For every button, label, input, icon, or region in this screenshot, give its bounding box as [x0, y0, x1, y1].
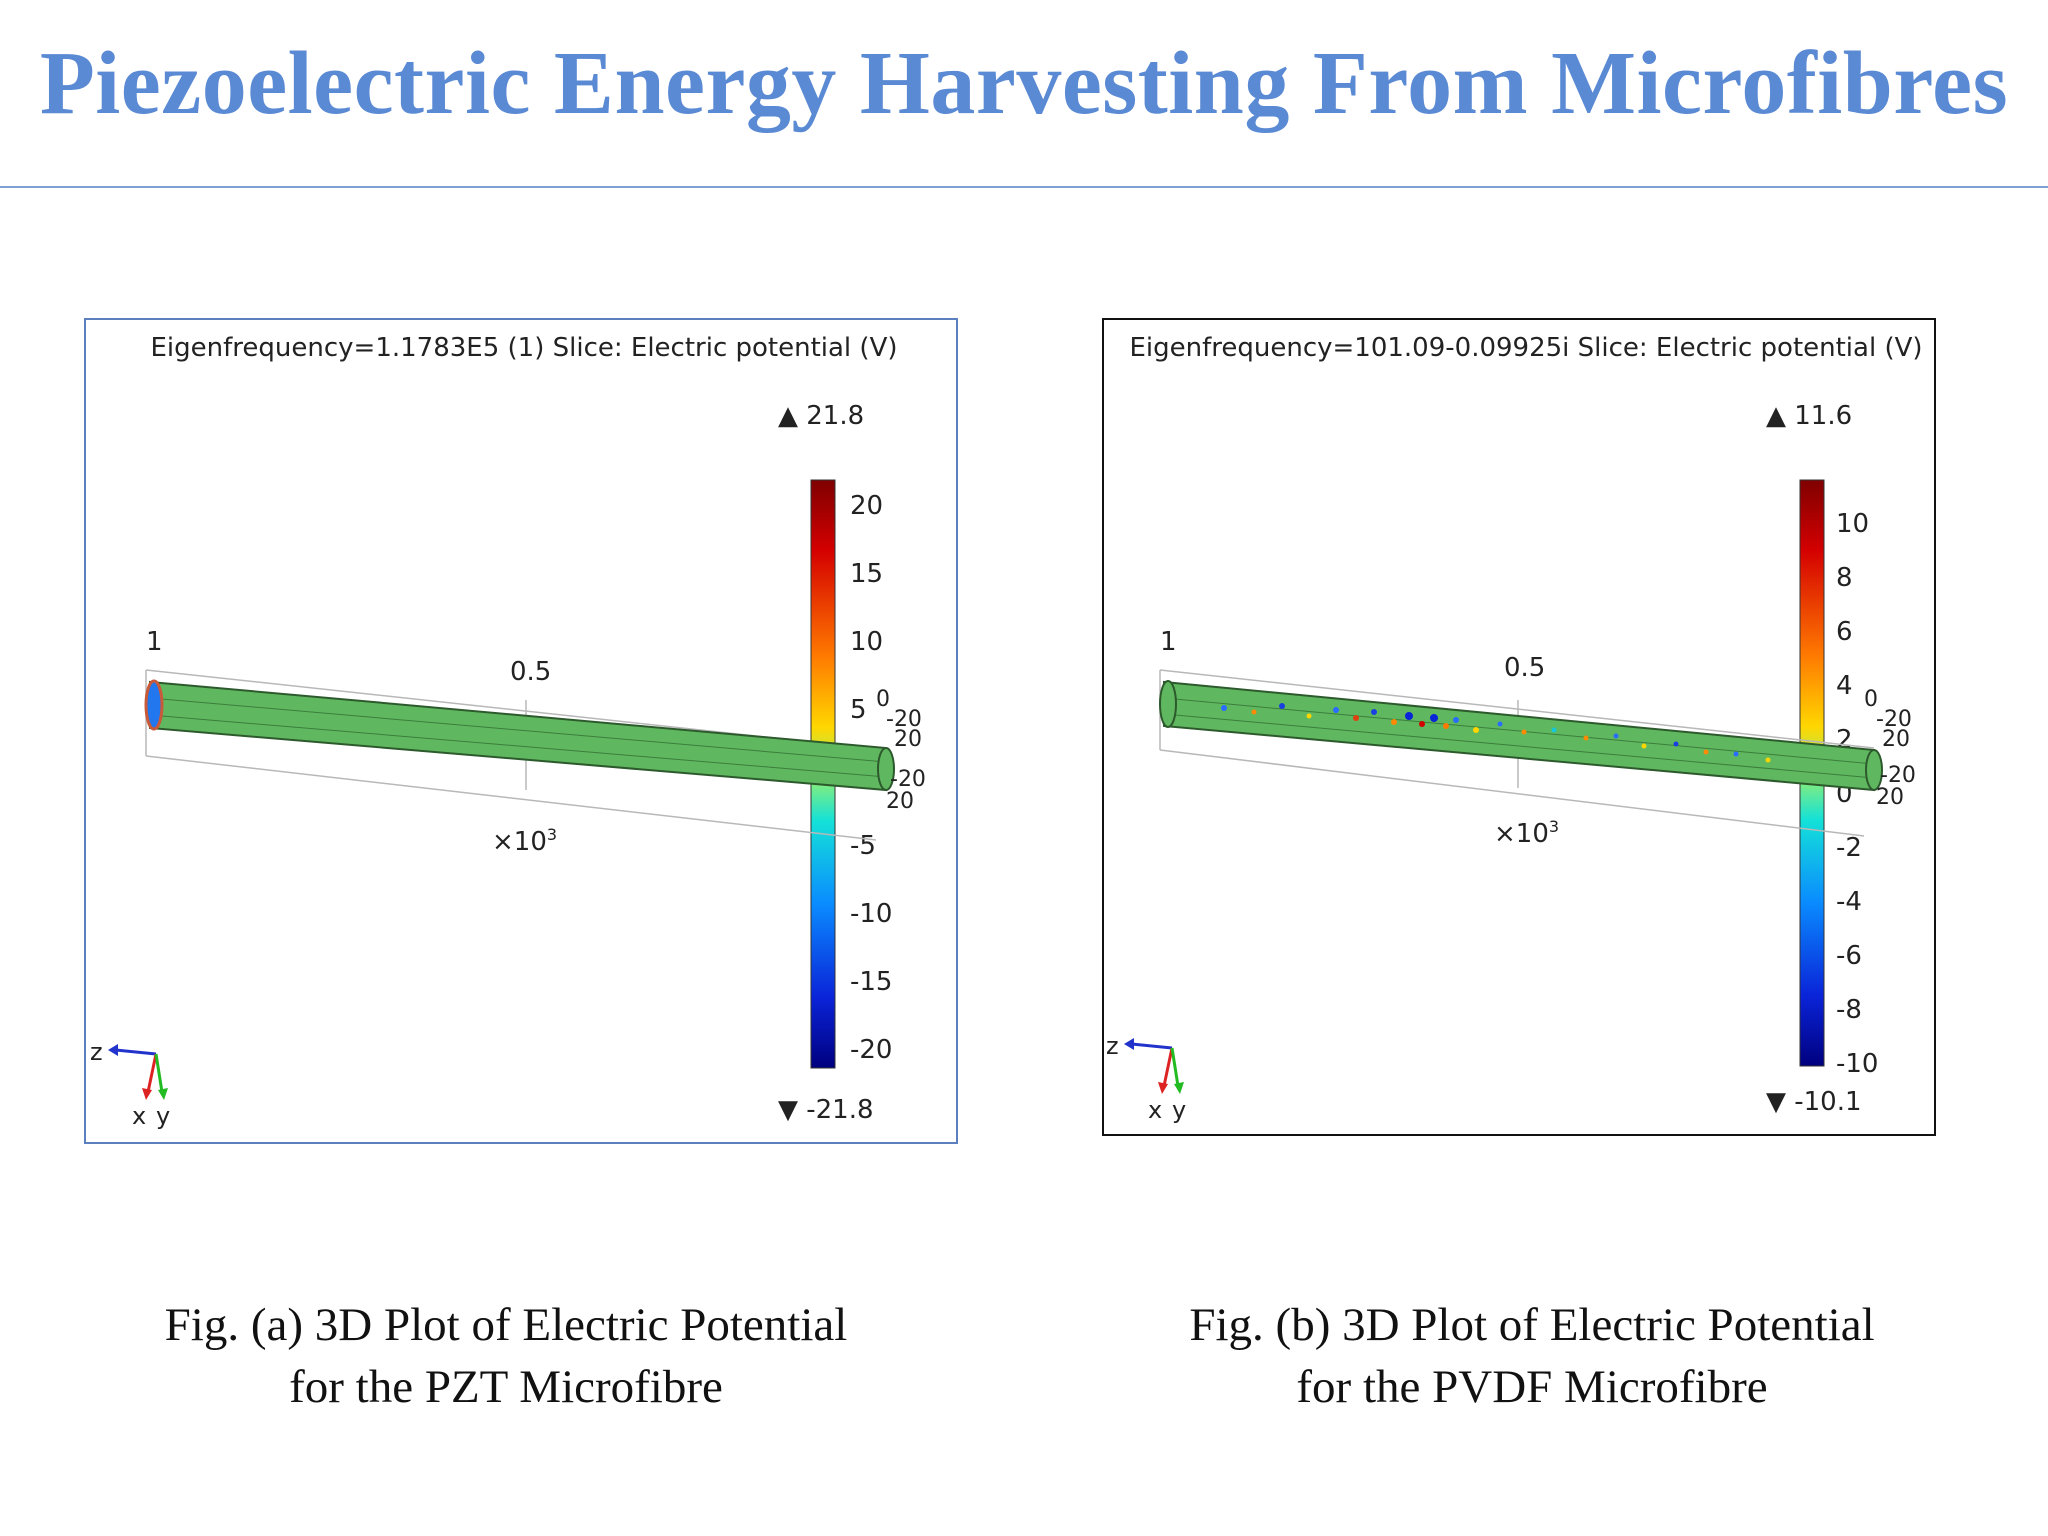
plot-a-tick: -15: [850, 967, 892, 997]
plot-b-tick: -8: [1836, 995, 1862, 1025]
plot-panel-b: Eigenfrequency=101.09-0.09925i Slice: El…: [1102, 318, 1936, 1136]
plot-b-tick: -6: [1836, 941, 1862, 971]
plot-b-axis-triad: z x y: [1106, 1032, 1186, 1124]
plot-a-max-label: ▲ 21.8: [778, 401, 864, 431]
plot-a-scale-label: ×103: [492, 825, 557, 857]
plot-a-tick: -10: [850, 899, 892, 929]
plot-b-scale-label: ×103: [1494, 817, 1559, 849]
plot-a-axis-half: 0.5: [510, 657, 551, 687]
plot-b-axis-one: 1: [1160, 627, 1177, 657]
plot-a-triad-z: z: [90, 1038, 103, 1066]
plot-b-scale-base: ×10: [1494, 819, 1549, 849]
plot-b-canvas: Eigenfrequency=101.09-0.09925i Slice: El…: [1106, 333, 1923, 1124]
plot-a-axis-one: 1: [146, 627, 163, 657]
plot-b-tick: -10: [1836, 1049, 1878, 1079]
plot-b-tick: -2: [1836, 833, 1862, 863]
plot-a-end-label: 0: [876, 687, 890, 712]
plot-b-tick: 10: [1836, 509, 1869, 539]
plot-b-end-label: -20: [1876, 707, 1912, 732]
plot-b-triad-z: z: [1106, 1032, 1119, 1060]
slide-title: Piezoelectric Energy Harvesting From Mic…: [39, 34, 2009, 133]
plot-b-tick: 8: [1836, 563, 1853, 593]
plot-b-tick: -4: [1836, 887, 1862, 917]
plot-a-end-label: 20: [894, 727, 922, 752]
plot-b-header: Eigenfrequency=101.09-0.09925i Slice: El…: [1129, 333, 1922, 363]
plot-a-header: Eigenfrequency=1.1783E5 (1) Slice: Elect…: [151, 333, 898, 363]
plot-a-fibre: [144, 679, 895, 792]
plot-b-tick: 6: [1836, 617, 1853, 647]
caption-b-line2: for the PVDF Microfibre: [1296, 1361, 1768, 1413]
plot-b-end-label: 20: [1876, 785, 1904, 810]
plot-a-triad-x: x: [132, 1102, 146, 1130]
plot-a-scale-exp: 3: [547, 825, 557, 844]
plot-b-max-label: ▲ 11.6: [1766, 401, 1852, 431]
plot-b-end-label: 0: [1864, 687, 1878, 712]
plot-a-min-label: ▼ -21.8: [778, 1095, 874, 1125]
plot-b-axis-half: 0.5: [1504, 653, 1545, 683]
plot-b-triad-y: y: [1172, 1096, 1186, 1124]
caption-b-line1: Fig. (b) 3D Plot of Electric Potential: [1189, 1299, 1875, 1351]
plot-a-tick: 20: [850, 491, 883, 521]
plot-a-triad-y: y: [156, 1102, 170, 1130]
plot-a-tick: 10: [850, 627, 883, 657]
plot-a-tick: -5: [850, 831, 876, 861]
caption-b: Fig. (b) 3D Plot of Electric Potential f…: [1082, 1294, 1982, 1418]
plot-b-bounding-box: [1159, 669, 1875, 837]
plot-a-tick: -20: [850, 1035, 892, 1065]
plot-a-tick: 15: [850, 559, 883, 589]
caption-a-line1: Fig. (a) 3D Plot of Electric Potential: [164, 1299, 848, 1351]
plot-b-min-label: ▼ -10.1: [1766, 1087, 1862, 1117]
plot-a-end-label: -20: [886, 707, 922, 732]
plot-a-canvas: Eigenfrequency=1.1783E5 (1) Slice: Elect…: [90, 333, 926, 1130]
caption-a-line2: for the PZT Microfibre: [289, 1361, 723, 1413]
plot-a-scale-base: ×10: [492, 827, 547, 857]
plot-b-scale-exp: 3: [1549, 817, 1559, 836]
plot-b-end-label: -20: [1880, 763, 1916, 788]
plot-b-triad-x: x: [1148, 1096, 1162, 1124]
plot-b-end-label: 20: [1882, 727, 1910, 752]
title-divider: [0, 186, 2048, 188]
plot-b-fibre: [1159, 680, 1883, 792]
plot-b-potential-speckle: [1221, 703, 1771, 763]
plot-a-end-label: 20: [886, 789, 914, 814]
caption-a: Fig. (a) 3D Plot of Electric Potential f…: [56, 1294, 956, 1418]
plot-a-axis-triad: z x y: [90, 1038, 170, 1130]
plot-a-tick: 5: [850, 695, 867, 725]
plot-a-end-label: -20: [890, 767, 926, 792]
plot-b-tick: 4: [1836, 671, 1853, 701]
plot-panel-a: Eigenfrequency=1.1783E5 (1) Slice: Elect…: [84, 318, 958, 1144]
